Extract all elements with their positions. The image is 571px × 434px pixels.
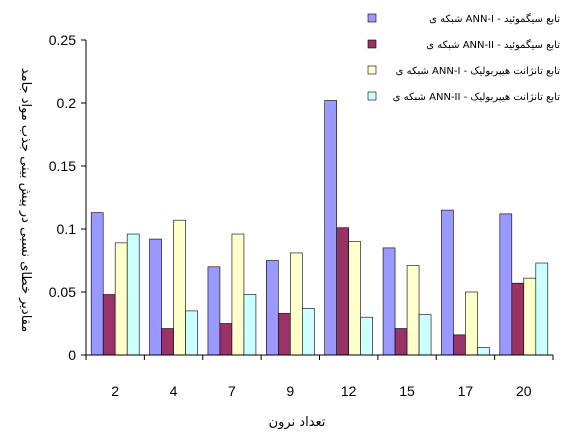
- bar: [278, 313, 291, 356]
- bar: [149, 238, 162, 356]
- x-tick-label: 7: [228, 383, 236, 399]
- x-tick-label: 15: [399, 383, 415, 399]
- legend-swatch: [367, 39, 377, 49]
- bar: [523, 277, 537, 356]
- bar: [324, 100, 337, 356]
- bar: [102, 294, 116, 356]
- x-axis-title: تعداد نرون: [269, 415, 326, 430]
- bar: [90, 212, 104, 356]
- bar: [126, 233, 140, 356]
- bar: [348, 241, 361, 356]
- bar: [266, 260, 279, 356]
- bar: [511, 282, 525, 356]
- x-tick-label: 4: [170, 383, 178, 399]
- y-tick-label: 0.1: [57, 221, 77, 237]
- x-tick-label: 12: [341, 383, 357, 399]
- legend-swatch: [367, 13, 377, 23]
- y-tick-label: 0.25: [49, 32, 76, 48]
- bar: [207, 266, 221, 356]
- bar: [231, 233, 245, 356]
- bar: [406, 265, 420, 356]
- bar: [477, 347, 490, 356]
- bar: [418, 314, 432, 356]
- legend-label: شبکه ی ANN-I - تابع سیگموئید: [429, 13, 560, 25]
- legend-swatch: [367, 65, 377, 75]
- legend-label: شبکه ی ANN-II - تابع سیگموئید: [426, 39, 560, 51]
- legend-swatch: [367, 91, 377, 101]
- bar: [173, 219, 186, 356]
- y-tick-label: 0.15: [49, 158, 76, 174]
- bar: [360, 316, 373, 356]
- y-tick-label: 0: [68, 347, 76, 363]
- bar: [453, 334, 466, 356]
- legend-label: شبکه ی ANN-I - تابع تانژانت هیپربولیک: [396, 66, 561, 77]
- x-tick-label: 17: [458, 383, 474, 399]
- y-axis-title: مقادیر خطای نسبی در پیش بینی جذب مواد جا…: [18, 68, 33, 332]
- x-axis-ticks: 2 4 7 9 12 15 17 20: [85, 355, 554, 399]
- y-axis-ticks: 0 0.05 0.1 0.15 0.2 0.25: [49, 32, 86, 363]
- x-tick-label: 2: [111, 383, 119, 399]
- bar: [243, 294, 257, 356]
- y-tick-label: 0.2: [57, 95, 77, 111]
- legend: شبکه ی ANN-I - تابع سیگموئید شبکه ی ANN-I…: [367, 13, 561, 103]
- bar: [290, 252, 303, 356]
- bar: [219, 323, 233, 356]
- legend-label: شبکه ی ANN-II - تابع تانژانت هیپربولیک: [393, 92, 561, 103]
- bar: [441, 209, 454, 356]
- y-tick-label: 0.05: [49, 284, 76, 300]
- x-tick-label: 9: [286, 383, 294, 399]
- bar: [394, 328, 408, 356]
- bar: [185, 310, 198, 356]
- bar: [336, 227, 349, 356]
- bar: [382, 247, 396, 356]
- bars-layer: [90, 100, 549, 356]
- bar: [161, 328, 174, 356]
- bar: [535, 262, 549, 356]
- bar: [302, 308, 315, 356]
- bar: [114, 242, 128, 356]
- x-tick-label: 20: [516, 383, 532, 399]
- bar: [499, 213, 513, 356]
- bar: [465, 291, 478, 356]
